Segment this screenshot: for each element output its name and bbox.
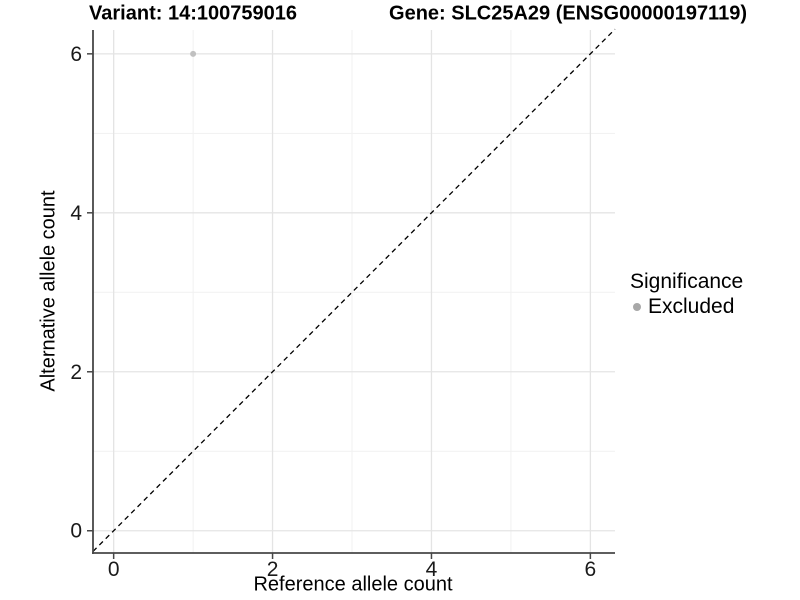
x-axis-title: Reference allele count bbox=[253, 573, 453, 596]
identity-reference-line bbox=[92, 28, 616, 552]
y-tick-label: 2 bbox=[70, 361, 82, 384]
legend-title: Significance bbox=[630, 270, 744, 293]
data-point bbox=[190, 50, 197, 57]
plot-title-variant: Variant: 14:100759016 bbox=[89, 2, 297, 25]
x-tick-label: 4 bbox=[426, 558, 438, 581]
y-tick-label: 6 bbox=[70, 43, 82, 66]
x-tick-label: 0 bbox=[108, 558, 120, 581]
y-tick-label: 4 bbox=[70, 202, 82, 225]
legend: Significance Excluded bbox=[630, 270, 743, 319]
y-tick-label: 0 bbox=[70, 520, 82, 543]
legend-point-icon bbox=[633, 303, 641, 311]
legend-item-excluded: Excluded bbox=[630, 295, 743, 319]
x-tick-label: 2 bbox=[267, 558, 279, 581]
legend-item-label: Excluded bbox=[648, 295, 735, 318]
y-axis-title: Alternative allele count bbox=[37, 190, 60, 392]
plot-title-gene: Gene: SLC25A29 (ENSG00000197119) bbox=[389, 2, 747, 25]
x-tick-label: 6 bbox=[585, 558, 597, 581]
